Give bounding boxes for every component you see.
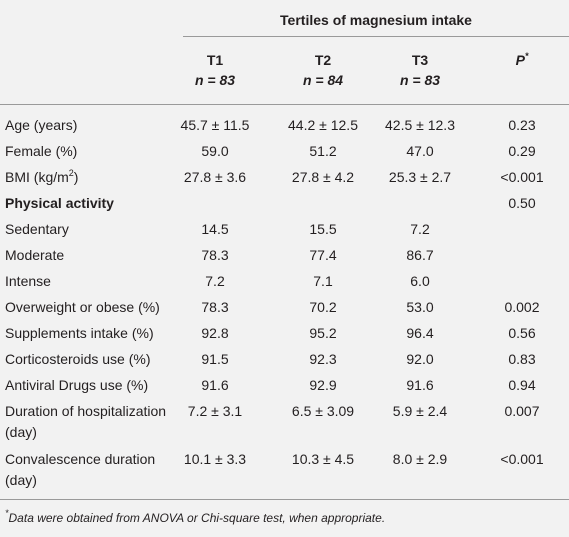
cell-value: 51.2 [309, 143, 337, 159]
footnote-text: Data were obtained from ANOVA or Chi-squ… [8, 511, 386, 525]
cell-value: 27.8 ± 3.6 [183, 169, 247, 185]
row-label-sup: 2 [68, 168, 74, 178]
cell-value: 47.0 [406, 143, 434, 159]
p-header-text: P [515, 52, 525, 68]
cell-value: 7.2 [205, 273, 225, 289]
cell-value: 77.4 [309, 247, 337, 263]
cell-p: 0.83 [508, 351, 536, 367]
row-label-text: Physical activity [5, 195, 114, 211]
cell-value: 42.5 ± 12.3 [385, 117, 455, 133]
footnote: *Data were obtained from ANOVA or Chi-sq… [5, 508, 386, 526]
row-label-text: BMI (kg/m [5, 169, 69, 185]
row-label-text: Overweight or obese (%) [5, 299, 160, 315]
cell-p: 0.94 [508, 377, 536, 393]
row-label-text: Antiviral Drugs use (%) [5, 377, 149, 393]
cell-value: 15.5 [309, 221, 337, 237]
column-n: n = 84 [302, 72, 344, 88]
cell-p: 0.56 [508, 325, 536, 341]
row-label: Convalescence duration (day) [5, 449, 187, 491]
cell-value: 78.3 [201, 299, 229, 315]
cell-value: 92.3 [309, 351, 337, 367]
row-label: Moderate [5, 245, 187, 266]
row-label: BMI (kg/m2) [5, 167, 187, 188]
p-header: P* [472, 51, 569, 69]
row-label-text: Age (years) [5, 117, 78, 133]
row-label: Sedentary [5, 219, 187, 240]
row-label-text: Convalescence duration (day) [5, 451, 156, 488]
cell-value: 91.6 [406, 377, 434, 393]
column-n: n = 83 [399, 72, 441, 88]
cell-value: 7.2 [410, 221, 430, 237]
rule [183, 36, 569, 37]
row-label-end: ) [73, 169, 79, 185]
cell-value: 10.1 ± 3.3 [183, 451, 247, 467]
cell-p: 0.002 [504, 299, 540, 315]
row-label-text: Intense [5, 273, 51, 289]
cell-value: 92.8 [201, 325, 229, 341]
cell-value: 59.0 [201, 143, 229, 159]
row-label: Overweight or obese (%) [5, 297, 187, 318]
cell-value: 91.6 [201, 377, 229, 393]
cell-value: 10.3 ± 4.5 [291, 451, 355, 467]
row-label-text: Duration of hospitalization (day) [5, 403, 167, 440]
p-header-sup: * [524, 51, 529, 61]
row-label-text: Corticosteroids use (%) [5, 351, 151, 367]
cell-value: 25.3 ± 2.7 [388, 169, 452, 185]
cell-value: 5.9 ± 2.4 [392, 403, 448, 419]
cell-value: 6.0 [410, 273, 430, 289]
row-label: Duration of hospitalization (day) [5, 401, 187, 443]
row-label: Corticosteroids use (%) [5, 349, 187, 370]
cell-p: 0.23 [508, 117, 536, 133]
cell-value: 92.9 [309, 377, 337, 393]
row-label-text: Moderate [5, 247, 65, 263]
cell-value: 95.2 [309, 325, 337, 341]
cell-p: 0.29 [508, 143, 536, 159]
row-label: Intense [5, 271, 187, 292]
cell-value: 86.7 [406, 247, 434, 263]
column-n: n = 83 [194, 72, 236, 88]
row-label-text: Supplements intake (%) [5, 325, 154, 341]
cell-p: 0.50 [508, 195, 536, 211]
row-label: Supplements intake (%) [5, 323, 187, 344]
rule [0, 104, 569, 105]
row-label-text: Female (%) [5, 143, 78, 159]
cell-value: 78.3 [201, 247, 229, 263]
row-label: Age (years) [5, 115, 187, 136]
cell-p: 0.007 [504, 403, 540, 419]
cell-p: <0.001 [500, 451, 544, 467]
row-label: Female (%) [5, 141, 187, 162]
group-header: Tertiles of magnesium intake [280, 12, 472, 28]
footnote-sup: * [5, 508, 9, 518]
cell-value: 6.5 ± 3.09 [291, 403, 355, 419]
row-label: Antiviral Drugs use (%) [5, 375, 187, 396]
cell-value: 96.4 [406, 325, 434, 341]
row-label: Physical activity [5, 193, 187, 214]
column-header: T3 [411, 52, 429, 68]
cell-value: 91.5 [201, 351, 229, 367]
column-header: T1 [206, 52, 224, 68]
column-header: T2 [314, 52, 332, 68]
cell-value: 92.0 [406, 351, 434, 367]
cell-value: 7.2 ± 3.1 [187, 403, 243, 419]
cell-value: 8.0 ± 2.9 [392, 451, 448, 467]
cell-value: 27.8 ± 4.2 [291, 169, 355, 185]
cell-value: 53.0 [406, 299, 434, 315]
cell-value: 45.7 ± 11.5 [180, 117, 250, 133]
rule [0, 499, 569, 500]
cell-value: 70.2 [309, 299, 337, 315]
row-label-text: Sedentary [5, 221, 69, 237]
cell-value: 14.5 [201, 221, 229, 237]
cell-value: 7.1 [313, 273, 333, 289]
cell-p: <0.001 [500, 169, 544, 185]
cell-value: 44.2 ± 12.5 [288, 117, 358, 133]
